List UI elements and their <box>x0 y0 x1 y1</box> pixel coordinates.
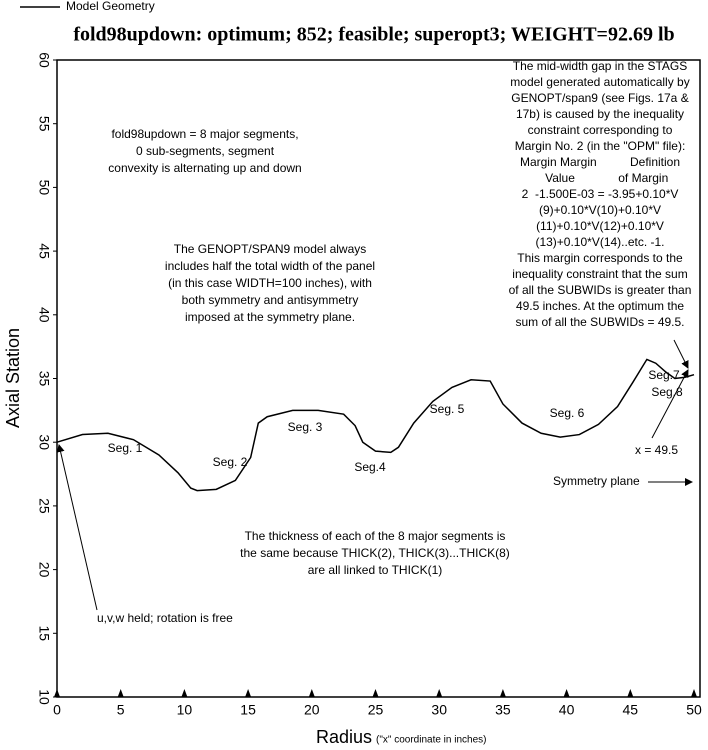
annotation: Seg. 5 <box>430 402 465 416</box>
x-tick <box>691 689 697 697</box>
x-tick-label: 50 <box>686 702 702 718</box>
x-axis-note: ("x" coordinate in inches) <box>376 735 486 746</box>
annotation: are all linked to THICK(1) <box>308 563 443 577</box>
annotation: 49.5 inches. At the optimum the <box>516 299 684 313</box>
x-tick <box>372 689 379 697</box>
annotation: The thickness of each of the 8 major seg… <box>245 529 506 543</box>
annotation: Margin Margin Definition <box>520 155 680 169</box>
y-tick-label: 15 <box>36 626 52 642</box>
x-axis-label: Radius <box>316 727 372 747</box>
x-tick <box>308 689 315 697</box>
annotation: includes half the total width of the pan… <box>165 259 375 273</box>
x-tick <box>181 689 188 697</box>
annotation: Seg.4 <box>354 460 386 474</box>
x-tick <box>117 689 124 697</box>
annotation: Seg. 2 <box>213 455 248 469</box>
x-tick-label: 45 <box>623 702 639 718</box>
arrow <box>56 444 98 611</box>
y-tick-label: 40 <box>36 307 52 323</box>
chart-title: fold98updown: optimum; 852; feasible; su… <box>73 24 674 46</box>
annotation: Margin No. 2 (in the "OPM" file): <box>515 139 686 153</box>
annotation: Seg.8 <box>651 385 683 399</box>
arrow <box>651 369 689 439</box>
annotation: (in this case WIDTH=100 inches), with <box>168 276 372 290</box>
annotation: (9)+0.10*V(10)+0.10*V <box>539 203 661 217</box>
y-tick-label: 60 <box>36 52 52 68</box>
x-tick <box>54 689 60 697</box>
x-tick-label: 40 <box>559 702 575 718</box>
x-tick <box>245 689 252 697</box>
annotation: This margin corresponds to the <box>517 251 683 265</box>
x-tick <box>499 689 506 697</box>
x-tick-label: 10 <box>177 702 193 718</box>
annotation: The mid-width gap in the STAGS <box>513 59 688 73</box>
annotation: the same because THICK(2), THICK(3)...TH… <box>240 546 510 560</box>
x-tick-label: 20 <box>304 702 320 718</box>
arrow <box>673 339 689 369</box>
x-tick-label: 25 <box>368 702 384 718</box>
annotation: 0 sub-segments, segment <box>136 144 275 158</box>
model-geometry-line <box>56 358 695 492</box>
annotation: (13)+0.10*V(14)..etc. -1. <box>535 235 664 249</box>
annotation: model generated automatically by <box>510 75 689 89</box>
annotation: inequality constraint that the sum <box>512 267 687 281</box>
annotation: 17b) is caused by the inequality <box>516 107 684 121</box>
y-axis-label: Axial Station <box>3 328 23 428</box>
annotation: The GENOPT/SPAN9 model always <box>174 242 367 256</box>
annotation: (11)+0.10*V(12)+0.10*V <box>536 219 664 233</box>
annotation: constraint corresponding to <box>528 123 673 137</box>
y-tick-label: 30 <box>36 434 52 450</box>
annotation: Seg. 3 <box>288 420 323 434</box>
annotation: Seg. 1 <box>108 441 143 455</box>
annotation: 2 -1.500E-03 = -3.95+0.10*V <box>522 187 679 201</box>
x-tick <box>436 689 443 697</box>
x-tick-label: 0 <box>53 702 61 718</box>
x-tick-label: 5 <box>117 702 125 718</box>
annotation: Seg. 6 <box>550 406 585 420</box>
y-tick-label: 45 <box>36 243 52 259</box>
y-tick-label: 50 <box>36 180 52 196</box>
annotation: both symmetry and antisymmetry <box>182 293 359 307</box>
x-tick-label: 15 <box>240 702 256 718</box>
annotation: x = 49.5 <box>635 443 678 457</box>
x-tick <box>563 689 570 697</box>
y-tick-label: 20 <box>36 562 52 578</box>
annotation: Value of Margin <box>532 171 669 185</box>
annotation: of all the SUBWIDs is greater than <box>509 283 692 297</box>
annotation: Symmetry plane <box>553 474 640 488</box>
annotation: imposed at the symmetry plane. <box>185 310 355 324</box>
legend-label: Model Geometry <box>66 0 155 13</box>
annotation: fold98updown = 8 major segments, <box>111 127 298 141</box>
annotation: Seg.7 <box>648 368 680 382</box>
y-tick-label: 35 <box>36 371 52 387</box>
annotation: convexity is alternating up and down <box>108 161 301 175</box>
annotation: GENOPT/span9 (see Figs. 17a & <box>511 91 688 105</box>
x-tick-label: 30 <box>431 702 447 718</box>
y-tick-label: 55 <box>36 116 52 132</box>
x-tick-label: 35 <box>495 702 511 718</box>
y-tick-label: 10 <box>36 689 52 705</box>
annotation: sum of all the SUBWIDs = 49.5. <box>515 315 684 329</box>
x-tick <box>627 689 634 697</box>
y-tick-label: 25 <box>36 498 52 514</box>
annotation: u,v,w held; rotation is free <box>97 611 233 625</box>
